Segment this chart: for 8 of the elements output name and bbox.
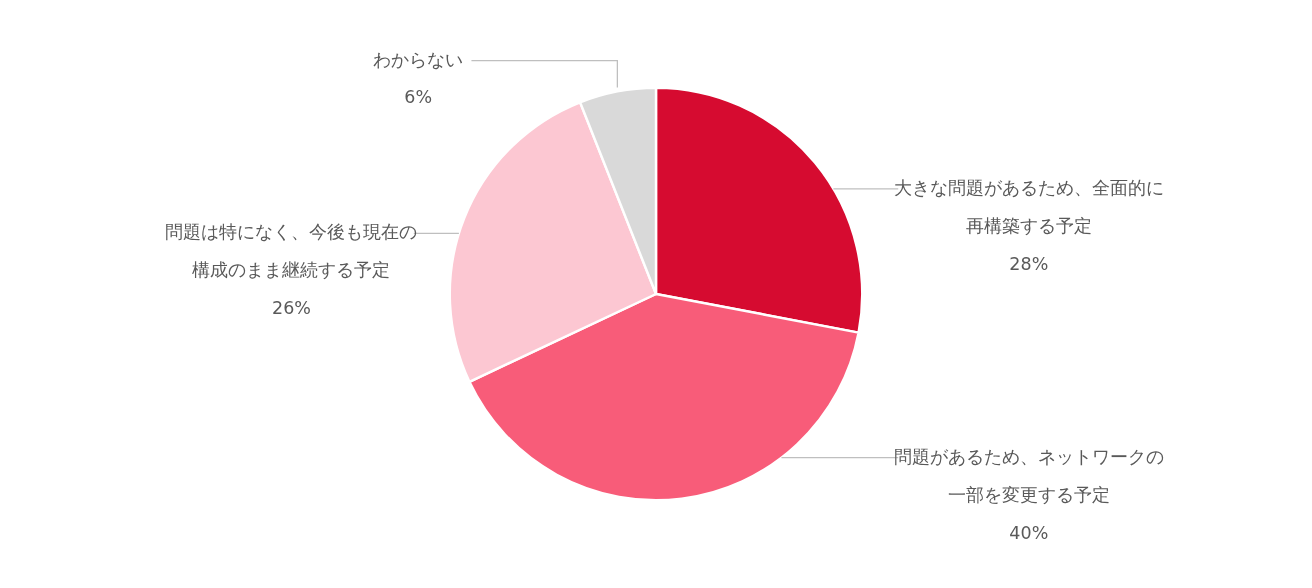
data-label: 40% <box>1009 522 1049 543</box>
data-label: 6% <box>404 87 433 108</box>
slice-label: 問題は特になく、今後も現在の構成のまま継続する予定 <box>165 222 418 281</box>
data-label: 26% <box>272 298 311 319</box>
slice-label: 問題があるため、ネットワークの一部を変更する予定 <box>893 446 1164 505</box>
slice-label: 大きな問題があるため、全面的に再構築する予定 <box>893 177 1164 236</box>
data-label: 28% <box>1009 253 1049 274</box>
slice-label: わからない <box>373 49 464 70</box>
